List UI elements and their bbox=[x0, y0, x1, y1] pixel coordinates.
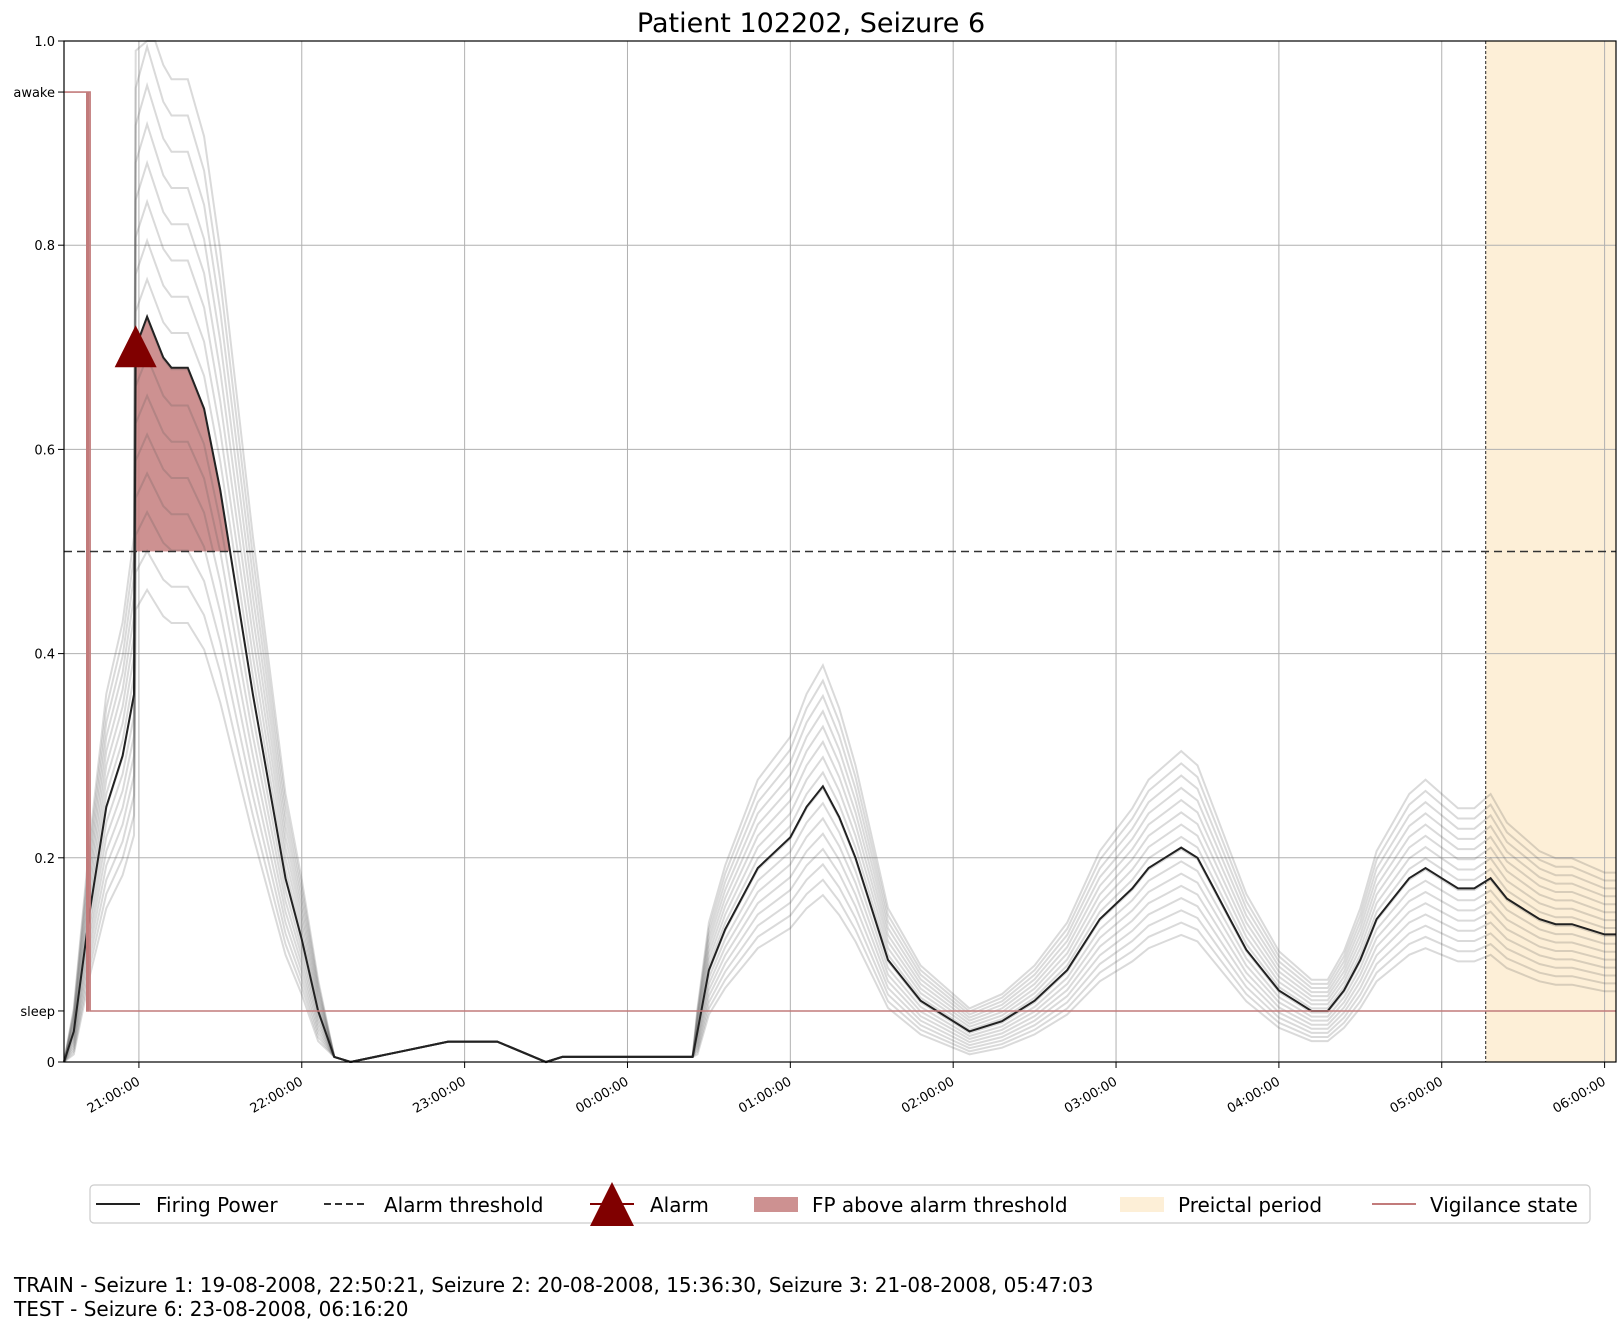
ensemble-trace bbox=[63, 548, 1616, 1064]
y-tick-label: 0.2 bbox=[34, 852, 55, 867]
y-tick-label: 0.6 bbox=[34, 443, 55, 458]
legend-item-alarm: Alarm bbox=[590, 1182, 709, 1226]
legend: Firing Power Alarm threshold Alarm FP ab… bbox=[89, 1182, 1591, 1226]
firing-power-line bbox=[63, 313, 1616, 1064]
plot-frame bbox=[63, 40, 1617, 1063]
footer-train: TRAIN - Seizure 1: 19-08-2008, 22:50:21,… bbox=[14, 1273, 1094, 1297]
x-tick-label: 00:00:00 bbox=[573, 1074, 631, 1116]
legend-item-fp-above: FP above alarm threshold bbox=[754, 1193, 1068, 1217]
y-tick-label: 0.4 bbox=[34, 648, 55, 663]
ensemble-trace bbox=[63, 510, 1616, 1064]
legend-label-preictal: Preictal period bbox=[1178, 1193, 1322, 1217]
ensemble-trace bbox=[63, 198, 1616, 1064]
legend-frame bbox=[89, 1184, 1591, 1224]
alarm-marker bbox=[114, 325, 157, 368]
x-tick-label: 03:00:00 bbox=[1062, 1074, 1120, 1116]
legend-item-vigilance: Vigilance state bbox=[1372, 1193, 1578, 1217]
x-tick-label: 23:00:00 bbox=[411, 1074, 469, 1116]
legend-alarm-marker bbox=[590, 1182, 634, 1226]
y-tick-label: 0 bbox=[47, 1056, 55, 1071]
x-tick-label: 05:00:00 bbox=[1388, 1074, 1446, 1116]
ensemble-trace bbox=[63, 237, 1616, 1064]
footer-test: TEST - Seizure 6: 23-08-2008, 06:16:20 bbox=[14, 1297, 409, 1321]
ensemble-trace bbox=[63, 40, 1616, 1064]
legend-item-alarm-threshold: Alarm threshold bbox=[324, 1193, 543, 1217]
y-state-label-sleep: sleep bbox=[20, 1005, 55, 1020]
x-tick-label: 21:00:00 bbox=[85, 1074, 143, 1116]
x-tick-label: 04:00:00 bbox=[1225, 1074, 1283, 1116]
legend-item-firing-power: Firing Power bbox=[96, 1193, 278, 1217]
ensemble-trace bbox=[63, 276, 1616, 1064]
x-tick-label: 02:00:00 bbox=[899, 1074, 957, 1116]
x-tick-label: 01:00:00 bbox=[736, 1074, 794, 1116]
chart-title: Patient 102202, Seizure 6 bbox=[637, 8, 985, 39]
vigilance-state-line bbox=[64, 91, 1616, 1012]
ensemble-trace bbox=[63, 471, 1616, 1064]
legend-label-alarm: Alarm bbox=[650, 1193, 709, 1217]
legend-label-fp-above: FP above alarm threshold bbox=[812, 1193, 1068, 1217]
ensemble-trace bbox=[63, 120, 1616, 1064]
legend-label-firing-power: Firing Power bbox=[156, 1193, 278, 1217]
ensemble-trace bbox=[63, 354, 1616, 1064]
ensemble-trace bbox=[63, 432, 1616, 1064]
x-tick-label: 06:00:00 bbox=[1551, 1074, 1609, 1116]
legend-label-alarm-threshold: Alarm threshold bbox=[384, 1193, 543, 1217]
legend-item-preictal: Preictal period bbox=[1120, 1193, 1322, 1217]
y-tick-label: 0.8 bbox=[34, 239, 55, 254]
y-tick-label: 1.0 bbox=[34, 35, 55, 50]
ensemble-trace bbox=[63, 42, 1616, 1064]
ensemble-trace bbox=[63, 587, 1616, 1064]
x-tick-label: 22:00:00 bbox=[248, 1074, 306, 1116]
ensemble-trace bbox=[63, 159, 1616, 1064]
y-state-label-awake: awake bbox=[13, 86, 55, 101]
fp-above-threshold-fill bbox=[135, 316, 240, 552]
ensemble-trace bbox=[63, 81, 1616, 1064]
legend-label-vigilance: Vigilance state bbox=[1430, 1193, 1578, 1217]
